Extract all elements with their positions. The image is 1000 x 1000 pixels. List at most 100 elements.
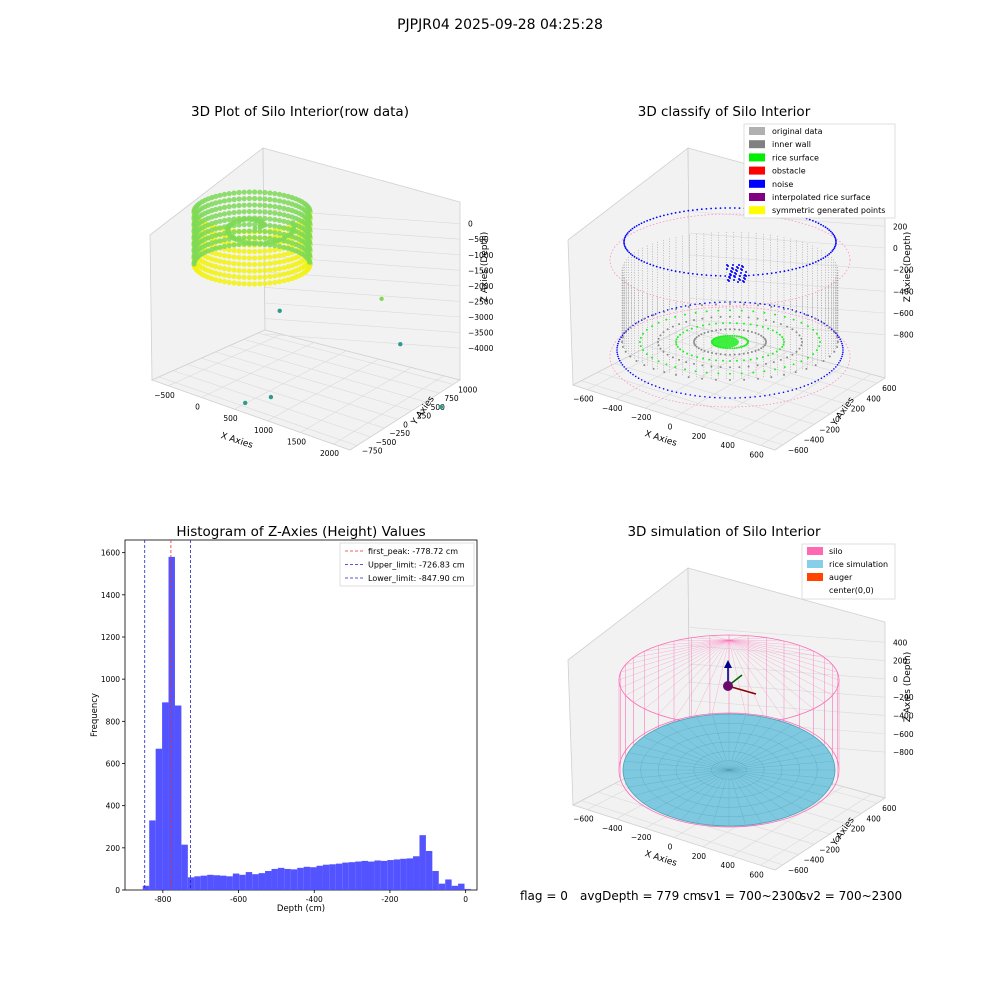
rice-surface-point — [837, 341, 839, 343]
p1-ygrid — [173, 370, 371, 438]
silo-roof-line — [644, 639, 730, 710]
noise-point — [787, 390, 789, 393]
noise-point — [831, 370, 833, 372]
noise-point — [833, 247, 836, 250]
silo-roof-line — [728, 639, 749, 725]
raw-point — [236, 248, 242, 254]
raw-point — [209, 214, 215, 220]
raw-point — [230, 234, 235, 239]
histogram-bar — [284, 868, 291, 890]
noise-point — [799, 311, 802, 314]
histogram-xtick: -400 — [306, 895, 323, 904]
raw-point — [276, 191, 283, 197]
raw-point — [241, 268, 247, 274]
rice-surface-point — [812, 353, 815, 356]
p1-ytick: −500 — [376, 438, 397, 447]
raw-point — [246, 268, 252, 274]
noise-point — [726, 268, 728, 270]
raw-point — [262, 267, 268, 274]
noise-point — [839, 338, 841, 341]
raw-point — [262, 209, 268, 215]
rice-surface-point — [765, 319, 767, 322]
silo-roof-line — [728, 639, 767, 723]
rice-surface-point — [729, 328, 731, 331]
rice-surface-point — [701, 364, 704, 367]
raw-point — [276, 198, 283, 204]
noise-point — [623, 366, 625, 368]
rice-surface-point — [693, 319, 695, 322]
noise-point — [826, 324, 828, 327]
raw-point — [226, 253, 232, 259]
rice-surface-point — [695, 336, 698, 339]
noise-point — [700, 273, 703, 276]
noise-point — [647, 382, 650, 385]
noise-point — [803, 313, 806, 315]
raw-point — [231, 196, 237, 203]
noise-point — [628, 230, 631, 233]
noise-point — [828, 253, 831, 255]
raw-point — [276, 253, 283, 259]
noise-point — [778, 306, 780, 308]
raw-outlier-point — [268, 394, 274, 400]
raw-point — [257, 248, 263, 254]
raw-point — [231, 267, 237, 273]
noise-point — [689, 394, 692, 396]
rice-simulation-grid — [728, 769, 746, 826]
legend-swatch — [749, 206, 765, 215]
noise-point — [644, 380, 646, 383]
rice-surface-point — [763, 370, 766, 373]
raw-point — [281, 278, 287, 284]
rice-surface-point — [741, 336, 744, 339]
noise-point — [834, 245, 836, 248]
p4-ztick: −800 — [893, 748, 914, 757]
noise-point — [734, 276, 736, 278]
rice-surface-point — [707, 331, 710, 333]
raw-point — [246, 195, 252, 202]
rice-simulation-grid — [728, 761, 834, 771]
noise-point — [808, 263, 811, 266]
silo-roof-line — [728, 639, 800, 646]
legend-label: Lower_limit: -847.90 cm — [368, 574, 465, 583]
raw-point — [257, 196, 263, 202]
raw-point — [285, 239, 291, 245]
rice-surface-point — [778, 348, 781, 351]
noise-point — [744, 396, 746, 399]
rice-surface-point — [740, 372, 743, 375]
rice-simulation-grid — [634, 744, 730, 771]
legend-label: interpolated rice surface — [772, 193, 870, 202]
rice-surface-point — [762, 336, 765, 339]
rice-surface-point — [719, 328, 722, 331]
p4-ytick: 600 — [882, 804, 897, 813]
rice-surface-point — [652, 314, 655, 317]
raw-point — [289, 275, 295, 282]
histogram-bar — [335, 863, 343, 890]
raw-outlier-points — [243, 296, 444, 410]
histogram-bar — [458, 883, 465, 890]
p4-ztick: −400 — [893, 711, 914, 720]
noise-point — [658, 386, 661, 389]
noise-point — [623, 241, 625, 243]
p1-ztick: −1000 — [468, 251, 494, 260]
noise-point — [649, 218, 652, 221]
noise-point — [652, 264, 655, 267]
rice-surface-point — [696, 356, 699, 359]
noise-point — [678, 211, 681, 214]
histogram-bar — [271, 868, 278, 890]
raw-point — [226, 210, 232, 216]
rice-surface-point — [687, 305, 690, 308]
raw-point — [226, 260, 232, 266]
rice-surface-point — [675, 338, 678, 341]
rice-surface-point — [735, 335, 738, 338]
rice-surface-point — [621, 336, 624, 338]
raw-point — [231, 242, 237, 248]
raw-point — [267, 247, 273, 254]
histogram-bar — [413, 856, 420, 890]
rice-surface-point — [764, 339, 767, 342]
rice-simulation-grid — [653, 730, 730, 771]
noise-point — [640, 259, 643, 262]
rice-surface-point — [693, 362, 695, 365]
silo-roof-line — [633, 639, 730, 703]
raw-point — [267, 280, 273, 286]
noise-point — [842, 347, 844, 349]
noise-point — [626, 250, 629, 252]
